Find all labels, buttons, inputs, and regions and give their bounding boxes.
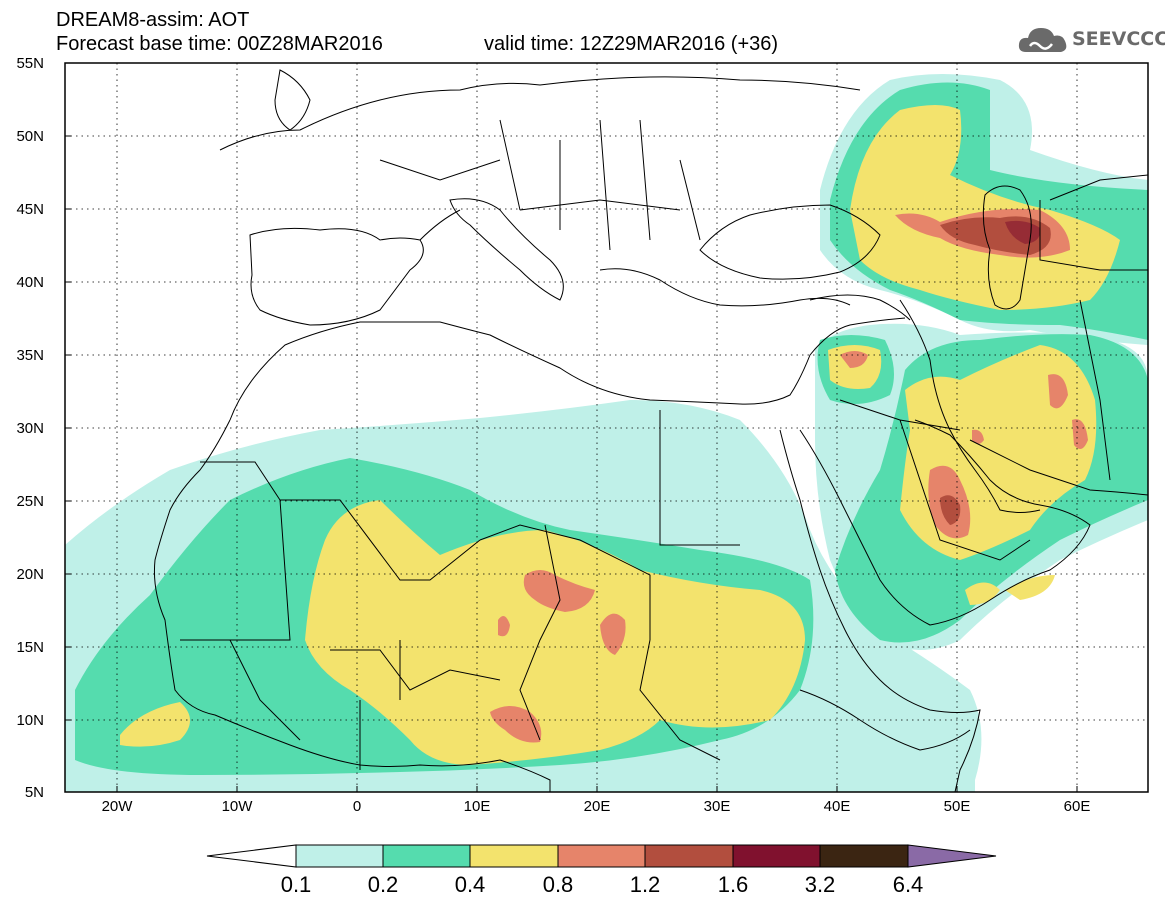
ethiopia-border <box>799 689 971 751</box>
country-borders <box>154 69 1148 792</box>
colorbar-cell-0.2 <box>382 844 471 868</box>
lon-label-20w: 20W <box>101 798 133 815</box>
aot-contour-0.4-somalia <box>1005 575 1055 600</box>
gulf-coast <box>949 429 1041 513</box>
chad-border <box>519 524 561 741</box>
lon-label-10w: 10W <box>221 798 253 815</box>
turkey-border <box>809 294 911 321</box>
valid-time-text: valid time: 12Z29MAR2016 (+36) <box>484 33 779 55</box>
colorbar-label-1.6: 1.6 <box>717 872 749 897</box>
lat-label-45n: 45N <box>16 201 44 218</box>
colorbar-cell-3.2 <box>819 844 909 868</box>
aot-contour-0.8-kuwait <box>972 429 984 444</box>
colorbar-cell-0.1 <box>295 844 384 868</box>
europe-borders <box>379 119 701 251</box>
lat-label-15n: 15N <box>16 639 44 656</box>
aot-contour-0.4-guinea <box>120 702 190 747</box>
aot-field <box>65 74 1148 792</box>
greece-turkey-coast <box>599 268 851 307</box>
red-sea-coast <box>779 429 981 792</box>
lat-label-55n: 55N <box>16 55 44 72</box>
colorbar-cell-0.4 <box>469 844 559 868</box>
aot-contour-0.4-caspian <box>850 105 1120 310</box>
colorbar-low-arrow <box>206 844 297 868</box>
colorbar <box>206 844 997 868</box>
central-asia-borders <box>1039 174 1148 271</box>
aot-contour-0.8-chad <box>523 570 595 612</box>
africa-north-coast <box>229 317 906 421</box>
sahara-border-1 <box>200 461 481 581</box>
aot-contour-0.8-niger <box>498 616 510 637</box>
west-africa-borders <box>180 639 501 770</box>
lat-label-35n: 35N <box>16 347 44 364</box>
aot-contour-0.8-nigeria <box>490 706 542 743</box>
colorbar-high-arrow <box>907 844 997 868</box>
lon-label-20e: 20E <box>583 798 611 815</box>
colorbar-label-6.4: 6.4 <box>892 872 924 897</box>
colorbar-label-1.2: 1.2 <box>629 872 661 897</box>
lon-label-30e: 30E <box>703 798 731 815</box>
cloud-icon <box>1018 28 1067 52</box>
grid-lines <box>65 63 1148 792</box>
aot-contour-0.8-iran-south <box>1072 419 1088 449</box>
lon-label-0: 0 <box>352 798 362 815</box>
lon-label-40e: 40E <box>823 798 851 815</box>
colorbar-label-0.4: 0.4 <box>454 872 486 897</box>
lat-label-20n: 20N <box>16 566 44 583</box>
sudan-border <box>639 639 721 761</box>
aot-contour-0.8-sudan <box>600 613 626 655</box>
africa-west-coast <box>154 419 551 792</box>
lat-label-30n: 30N <box>16 420 44 437</box>
persia-coast <box>969 439 1148 496</box>
libya-egypt-border <box>659 410 740 546</box>
lat-label-40n: 40N <box>16 274 44 291</box>
lat-label-5n: 5N <box>24 784 44 801</box>
lat-label-50n: 50N <box>16 128 44 145</box>
lon-label-10e: 10E <box>463 798 491 815</box>
colorbar-label-0.2: 0.2 <box>367 872 399 897</box>
saudi-border <box>839 399 1031 561</box>
colorbar-cell-1.6 <box>732 844 821 868</box>
iberia-coast <box>249 227 424 326</box>
uk-coast <box>274 69 311 131</box>
sahara-border-3 <box>479 524 651 640</box>
iran-iraq-border <box>899 299 951 431</box>
logo-text: SEEVCCC <box>1072 28 1165 50</box>
aot-contour-0.4-oman <box>965 582 1000 605</box>
map-title: DREAM8-assim: AOT <box>56 9 250 31</box>
sahara-border-2 <box>230 499 291 641</box>
lat-label-25n: 25N <box>16 493 44 510</box>
caspian-coast <box>982 185 1032 310</box>
colorbar-cell-1.2 <box>644 844 734 868</box>
colorbar-cell-0.8 <box>557 844 646 868</box>
seevccc-logo: SEEVCCC <box>1018 24 1165 56</box>
black-sea-coast <box>699 204 881 280</box>
aot-contour-1.2-arabia <box>940 495 961 525</box>
base-time-text: Forecast base time: 00Z28MAR2016 <box>56 33 383 55</box>
colorbar-label-0.1: 0.1 <box>280 872 312 897</box>
lon-label-50e: 50E <box>943 798 971 815</box>
axis-ticks <box>65 135 1078 792</box>
aot-contour-0.4-sahara <box>305 500 805 765</box>
italy-coast <box>449 198 564 301</box>
forecast-time-line: Forecast base time: 00Z28MAR2016 valid ti… <box>56 33 778 55</box>
aot-contour-0.8-iran <box>1048 374 1068 409</box>
lat-label-10n: 10N <box>16 712 44 729</box>
colorbar-label-0.8: 0.8 <box>542 872 574 897</box>
europe-north <box>219 76 861 151</box>
arabia-coast <box>799 419 1091 626</box>
iran-afghan-border <box>1079 299 1111 481</box>
lon-label-60e: 60E <box>1063 798 1091 815</box>
colorbar-label-3.2: 3.2 <box>804 872 836 897</box>
